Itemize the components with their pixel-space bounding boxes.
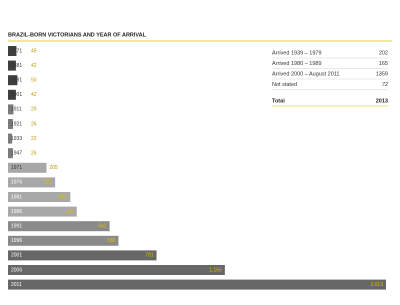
y-tick-label: 2006 [11, 267, 22, 273]
bar [8, 148, 13, 159]
bar [8, 192, 71, 202]
y-tick-label: 1971 [11, 165, 22, 171]
y-tick-label: 1891 [11, 78, 22, 84]
value-label: 26 [31, 151, 37, 157]
table-cell: Not stated [272, 82, 297, 88]
value-label: 22 [31, 136, 37, 142]
table-cell: Arrived 1980 – 1989 [272, 61, 322, 67]
bar [8, 104, 14, 115]
y-tick-label: 1976 [11, 180, 22, 186]
y-tick-label: 1871 [11, 48, 22, 54]
y-tick-label: 1981 [11, 194, 22, 200]
bar [8, 250, 157, 261]
table-cell: 202 [379, 50, 388, 56]
y-tick-label: 1996 [11, 238, 22, 244]
bar [8, 60, 16, 71]
y-tick-label: 2001 [11, 253, 22, 259]
bar [8, 235, 119, 246]
chart-title: BRAZIL-BORN VICTORIANS AND YEAR OF ARRIV… [8, 32, 147, 38]
bar [8, 119, 13, 129]
bar [8, 221, 110, 232]
table-cell: Arrived 1939 – 1979 [272, 50, 322, 56]
value-label: 791 [145, 253, 154, 259]
value-label: 50 [31, 78, 37, 84]
bar [8, 162, 47, 173]
y-tick-label: 1986 [11, 209, 22, 215]
bar [8, 89, 16, 100]
table-cell: 1359 [376, 71, 388, 77]
table-cell: 72 [382, 82, 388, 88]
table-total: 2013 [376, 98, 388, 104]
bar [8, 75, 18, 86]
bar [8, 206, 77, 217]
bar [8, 177, 56, 188]
y-tick-label: 1901 [11, 92, 22, 98]
y-tick-label: 1991 [11, 224, 22, 230]
value-label: 42 [31, 92, 37, 98]
value-label: 251 [44, 180, 53, 186]
value-label: 541 [98, 224, 107, 230]
y-tick-label: 1911 [11, 107, 22, 113]
table-cell: 165 [379, 61, 388, 67]
y-tick-label: 1947 [11, 151, 22, 157]
y-tick-label: 1933 [11, 136, 22, 142]
bar [8, 265, 225, 275]
value-label: 2,013 [370, 282, 383, 288]
value-label: 205 [49, 165, 58, 171]
bar [8, 46, 17, 56]
table-cell: Arrived 2000 – August 2011 [272, 71, 339, 77]
y-tick-label: 1881 [11, 63, 22, 69]
value-label: 45 [31, 48, 37, 54]
value-label: 332 [59, 194, 68, 200]
table-total: Total [272, 98, 285, 104]
value-label: 588 [107, 238, 116, 244]
y-tick-label: 2011 [11, 282, 22, 288]
bar [8, 133, 13, 144]
value-label: 42 [31, 63, 37, 69]
y-tick-label: 1921 [11, 121, 22, 127]
bar [8, 279, 386, 290]
value-label: 366 [65, 209, 74, 215]
value-label: 29 [31, 107, 37, 113]
value-label: 26 [31, 121, 37, 127]
value-label: 1,155 [209, 267, 222, 273]
